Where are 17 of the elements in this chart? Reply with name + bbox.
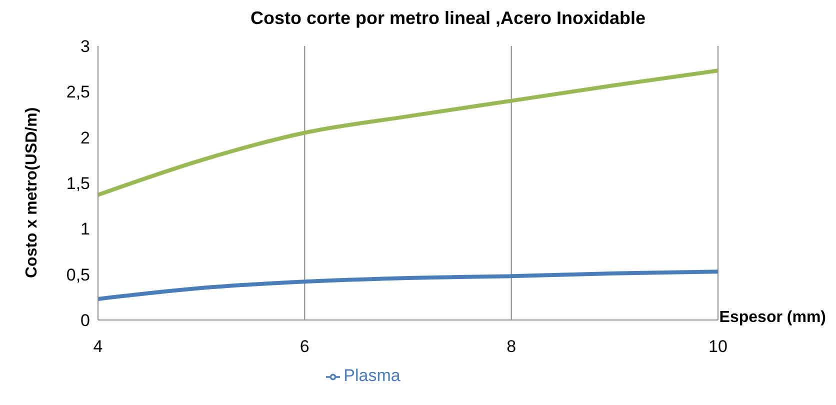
x-tick-label: 4 [93, 337, 103, 356]
y-tick-label: 2,5 [66, 82, 90, 102]
y-tick-label: 1 [80, 220, 90, 239]
y-tick-label: 1,5 [66, 174, 90, 194]
y-axis-title: Costo x metro(USD/m) [24, 107, 41, 278]
y-tick-label: 2 [80, 128, 90, 148]
y-tick-label: 3 [80, 37, 90, 56]
y-tick-label: 0 [80, 311, 90, 330]
x-axis-title: Espesor (mm) [719, 309, 826, 326]
chart-title: Costo corte por metro lineal ,Acero Inoxidable [249, 8, 647, 30]
x-tick-label: 10 [708, 337, 728, 356]
line-series [98, 68, 718, 197]
line-series [98, 270, 718, 301]
x-tick-label: 6 [300, 337, 310, 356]
x-tick-label: 8 [506, 337, 516, 356]
y-tick-label: 0,5 [66, 265, 90, 284]
legend-label: Plasma [344, 366, 400, 385]
